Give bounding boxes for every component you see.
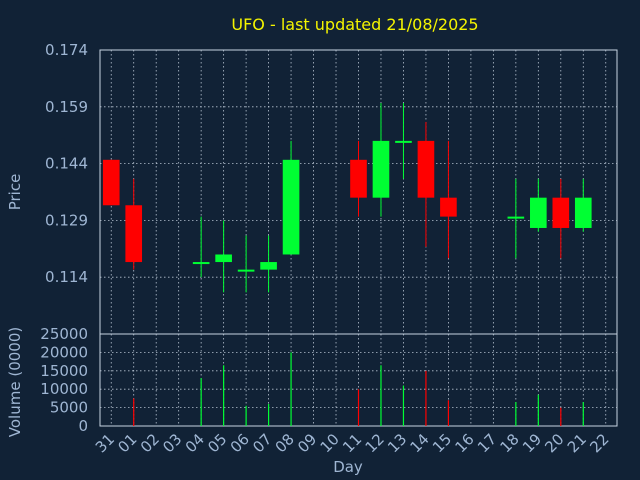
candle-body [552,197,570,228]
price-tick-label: 0.144 [45,155,88,173]
plot-layer: 0.174 0.159 0.144 0.129 0.114 250002000015000… [40,41,618,456]
chart-title: UFO - last updated 21/08/2025 [231,15,478,34]
candle-body [102,159,120,206]
candle-body [372,140,390,198]
price-tick-label: 0.174 [45,41,88,59]
candle-body [125,205,143,263]
candle-body [260,262,277,270]
volume-tick-label: 20000 [40,343,88,361]
candle-body [282,159,300,255]
candle-body [417,140,435,198]
price-tick-label: 0.129 [45,211,88,229]
candle-body [507,216,525,219]
volume-tick-label: 0 [78,417,88,435]
candle-body [237,269,255,272]
candle-body [530,197,547,228]
price-tick-label: 0.159 [45,98,88,116]
volume-tick-label: 25000 [40,325,88,343]
candle-body [395,140,412,143]
volume-tick-label: 10000 [40,380,88,398]
candle-body [192,262,210,265]
candle-body [440,197,457,217]
day-tick-label: 22 [586,430,612,456]
price-axis-label: Price [6,174,24,211]
candle-body [350,159,367,198]
candle-body [215,254,232,263]
candle-body [574,197,592,228]
volume-tick-label: 15000 [40,362,88,380]
day-axis-label: Day [333,458,363,476]
price-tick-label: 0.114 [45,268,88,286]
volume-axis-label: Volume (0000) [6,327,24,437]
volume-tick-label: 5000 [50,399,88,417]
